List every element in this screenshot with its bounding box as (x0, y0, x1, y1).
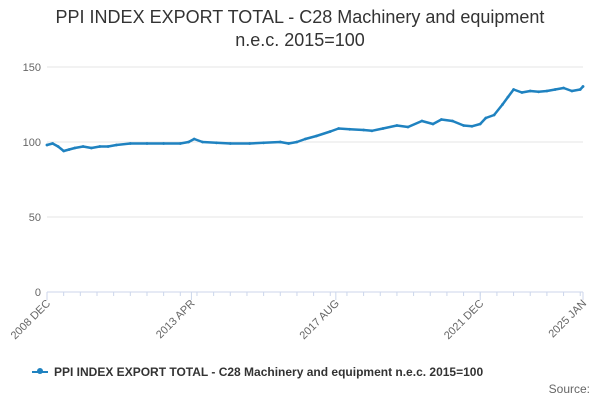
y-tick-label-100: 100 (23, 137, 41, 149)
data-point-14 (178, 142, 182, 145)
data-point-54 (578, 88, 582, 91)
data-point-46 (512, 88, 515, 91)
data-point-16 (192, 137, 196, 141)
data-point-37 (440, 118, 443, 121)
data-point-47 (520, 91, 524, 94)
x-tick-label-3: 2021 DEC (442, 298, 486, 342)
data-point-26 (315, 134, 318, 138)
data-point-13 (162, 142, 166, 145)
data-point-43 (492, 113, 496, 117)
data-point-15 (187, 140, 191, 144)
data-point-22 (278, 140, 282, 144)
data-point-23 (287, 142, 290, 145)
data-point-48 (528, 89, 532, 93)
data-point-3 (62, 149, 66, 153)
data-point-42 (484, 116, 488, 120)
source-label: Source: (548, 382, 590, 396)
chart-title: PPI INDEX EXPORT TOTAL - C28 Machinery a… (0, 6, 600, 52)
data-point-7 (90, 146, 93, 150)
data-point-24 (295, 140, 299, 144)
data-point-36 (431, 122, 435, 126)
data-point-32 (381, 127, 385, 130)
data-point-40 (470, 124, 474, 128)
data-point-30 (362, 128, 365, 132)
data-point-35 (420, 119, 424, 123)
data-point-31 (370, 129, 374, 133)
data-point-53 (570, 89, 574, 93)
data-point-6 (81, 145, 85, 148)
series-line-0 (45, 85, 585, 153)
data-point-33 (395, 124, 399, 127)
x-tick-label-0: 2008 DEC (9, 298, 53, 342)
x-tick-label-1: 2013 APR (154, 298, 198, 342)
data-point-5 (73, 146, 77, 150)
data-point-51 (553, 88, 557, 91)
data-point-19 (228, 142, 232, 145)
data-point-8 (98, 145, 102, 148)
data-point-27 (328, 130, 332, 133)
data-point-17 (201, 140, 204, 144)
y-tick-label-150: 150 (23, 62, 41, 74)
data-point-34 (406, 125, 410, 129)
chart-title-line-2: n.e.c. 2015=100 (235, 30, 365, 50)
data-point-39 (462, 124, 465, 127)
data-point-41 (478, 122, 482, 126)
data-point-21 (262, 141, 265, 145)
data-point-45 (506, 95, 510, 99)
x-tick-label-4: 2025 JAN (546, 298, 589, 341)
data-point-49 (537, 90, 540, 94)
data-point-9 (106, 145, 110, 148)
data-point-12 (145, 142, 149, 145)
data-point-2 (56, 145, 60, 148)
data-point-10 (115, 143, 118, 147)
legend-line-marker-icon (32, 368, 48, 374)
data-point-18 (215, 141, 218, 145)
legend-label: PPI INDEX EXPORT TOTAL - C28 Machinery a… (54, 365, 484, 379)
legend[interactable]: PPI INDEX EXPORT TOTAL - C28 Machinery a… (32, 365, 483, 379)
data-point-38 (451, 119, 454, 123)
data-point-29 (348, 127, 352, 131)
data-point-50 (545, 89, 549, 93)
data-point-28 (337, 127, 340, 130)
data-point-52 (562, 86, 565, 90)
y-tick-label-50: 50 (29, 212, 41, 224)
data-point-4 (67, 148, 71, 151)
data-point-25 (303, 137, 307, 141)
chart-title-line-1: PPI INDEX EXPORT TOTAL - C28 Machinery a… (55, 7, 545, 27)
data-point-0 (45, 143, 49, 147)
data-point-11 (128, 142, 132, 145)
x-tick-label-2: 2017 AUG (298, 298, 342, 342)
data-point-44 (501, 103, 504, 106)
data-point-55 (581, 85, 585, 88)
data-point-1 (51, 142, 54, 145)
data-point-20 (248, 142, 252, 145)
y-tick-label-0: 0 (35, 287, 41, 299)
